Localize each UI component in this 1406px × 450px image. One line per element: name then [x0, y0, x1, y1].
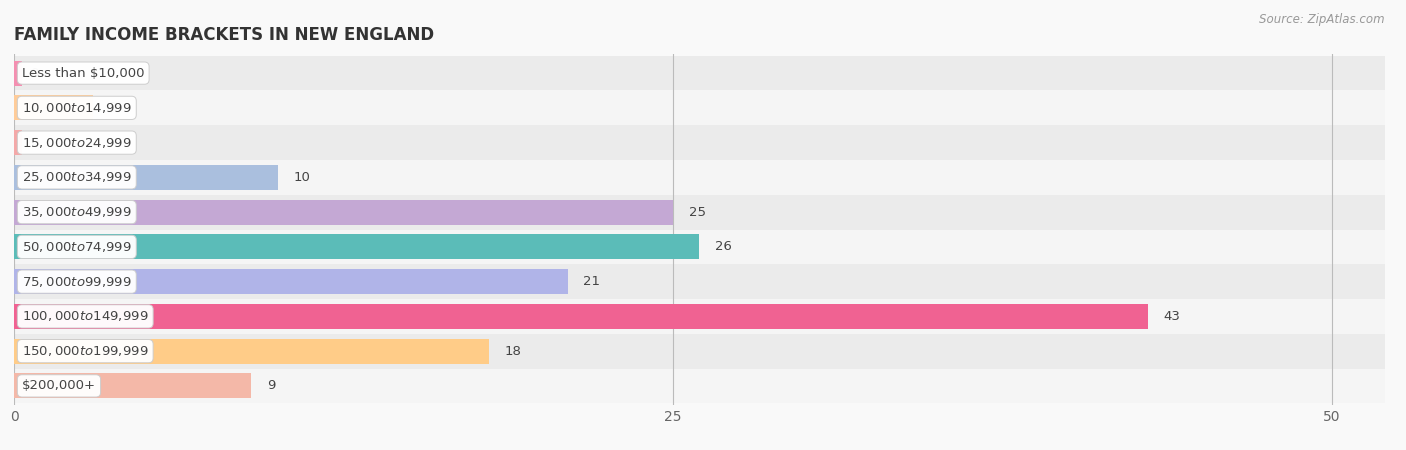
Bar	[14, 234, 700, 259]
Bar	[14, 160, 1385, 195]
Bar	[14, 195, 1385, 230]
Bar	[14, 369, 1385, 403]
Bar	[14, 61, 22, 86]
Text: $75,000 to $99,999: $75,000 to $99,999	[22, 274, 132, 288]
Bar	[14, 95, 93, 121]
Bar	[14, 56, 1385, 90]
Text: $15,000 to $24,999: $15,000 to $24,999	[22, 135, 132, 149]
Bar	[14, 125, 1385, 160]
Bar	[14, 304, 1147, 329]
Text: Less than $10,000: Less than $10,000	[22, 67, 145, 80]
Text: $100,000 to $149,999: $100,000 to $149,999	[22, 310, 149, 324]
Bar	[14, 264, 1385, 299]
Text: $10,000 to $14,999: $10,000 to $14,999	[22, 101, 132, 115]
Bar	[14, 269, 568, 294]
Text: 10: 10	[294, 171, 311, 184]
Bar	[14, 374, 252, 398]
Text: 43: 43	[1164, 310, 1181, 323]
Bar	[14, 90, 1385, 125]
Bar	[14, 230, 1385, 264]
Text: 9: 9	[267, 379, 276, 392]
Text: $35,000 to $49,999: $35,000 to $49,999	[22, 205, 132, 219]
Text: 21: 21	[583, 275, 600, 288]
Text: Source: ZipAtlas.com: Source: ZipAtlas.com	[1260, 14, 1385, 27]
Text: $150,000 to $199,999: $150,000 to $199,999	[22, 344, 149, 358]
Text: $200,000+: $200,000+	[22, 379, 96, 392]
Text: 0: 0	[30, 136, 38, 149]
Text: 0: 0	[30, 67, 38, 80]
Text: $50,000 to $74,999: $50,000 to $74,999	[22, 240, 132, 254]
Bar	[14, 130, 22, 155]
Bar	[14, 299, 1385, 334]
Text: FAMILY INCOME BRACKETS IN NEW ENGLAND: FAMILY INCOME BRACKETS IN NEW ENGLAND	[14, 26, 434, 44]
Text: 25: 25	[689, 206, 706, 219]
Text: $25,000 to $34,999: $25,000 to $34,999	[22, 171, 132, 184]
Text: 26: 26	[716, 240, 733, 253]
Text: 3: 3	[110, 101, 118, 114]
Text: 18: 18	[505, 345, 522, 358]
Bar	[14, 165, 278, 190]
Bar	[14, 334, 1385, 369]
Bar	[14, 200, 673, 225]
Bar	[14, 338, 489, 364]
